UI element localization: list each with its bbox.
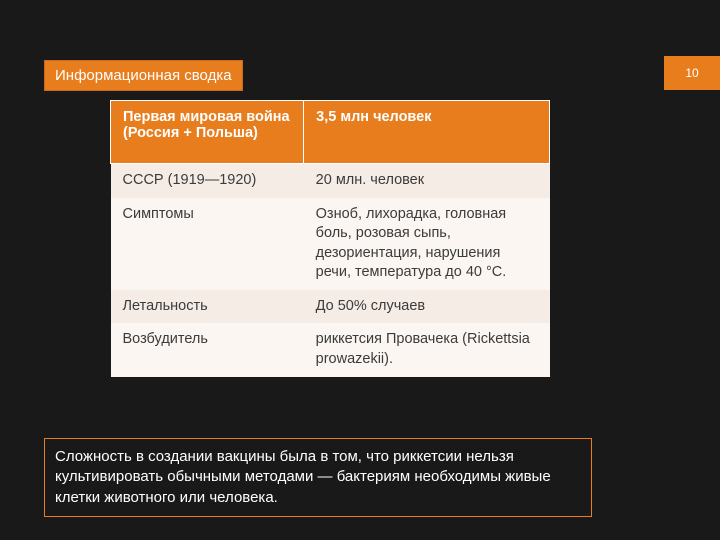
table-header-left: Первая мировая война (Россия + Польша) xyxy=(111,101,304,164)
table-row: Возбудитель риккетсия Провачека (Rickett… xyxy=(111,323,550,376)
footer-note: Сложность в создании вакцины была в том,… xyxy=(44,438,592,517)
table-cell-right: 20 млн. человек xyxy=(304,164,550,198)
table-row: СССР (1919—1920) 20 млн. человек xyxy=(111,164,550,198)
table-cell-right: Озноб, лихорадка, головная боль, розовая… xyxy=(304,198,550,290)
table-row: Летальность До 50% случаев xyxy=(111,290,550,324)
table-cell-left: СССР (1919—1920) xyxy=(111,164,304,198)
table-row: Симптомы Озноб, лихорадка, головная боль… xyxy=(111,198,550,290)
table-cell-left: Возбудитель xyxy=(111,323,304,376)
title-box: Информационная сводка xyxy=(44,60,243,91)
page-number-badge: 10 xyxy=(664,56,720,90)
table-cell-right: риккетсия Провачека (Rickettsia prowazek… xyxy=(304,323,550,376)
table-cell-right: До 50% случаев xyxy=(304,290,550,324)
table-cell-left: Летальность xyxy=(111,290,304,324)
table-header-row: Первая мировая война (Россия + Польша) 3… xyxy=(111,101,550,164)
table-cell-left: Симптомы xyxy=(111,198,304,290)
info-table: Первая мировая война (Россия + Польша) 3… xyxy=(110,100,550,377)
table-header-right: 3,5 млн человек xyxy=(304,101,550,164)
